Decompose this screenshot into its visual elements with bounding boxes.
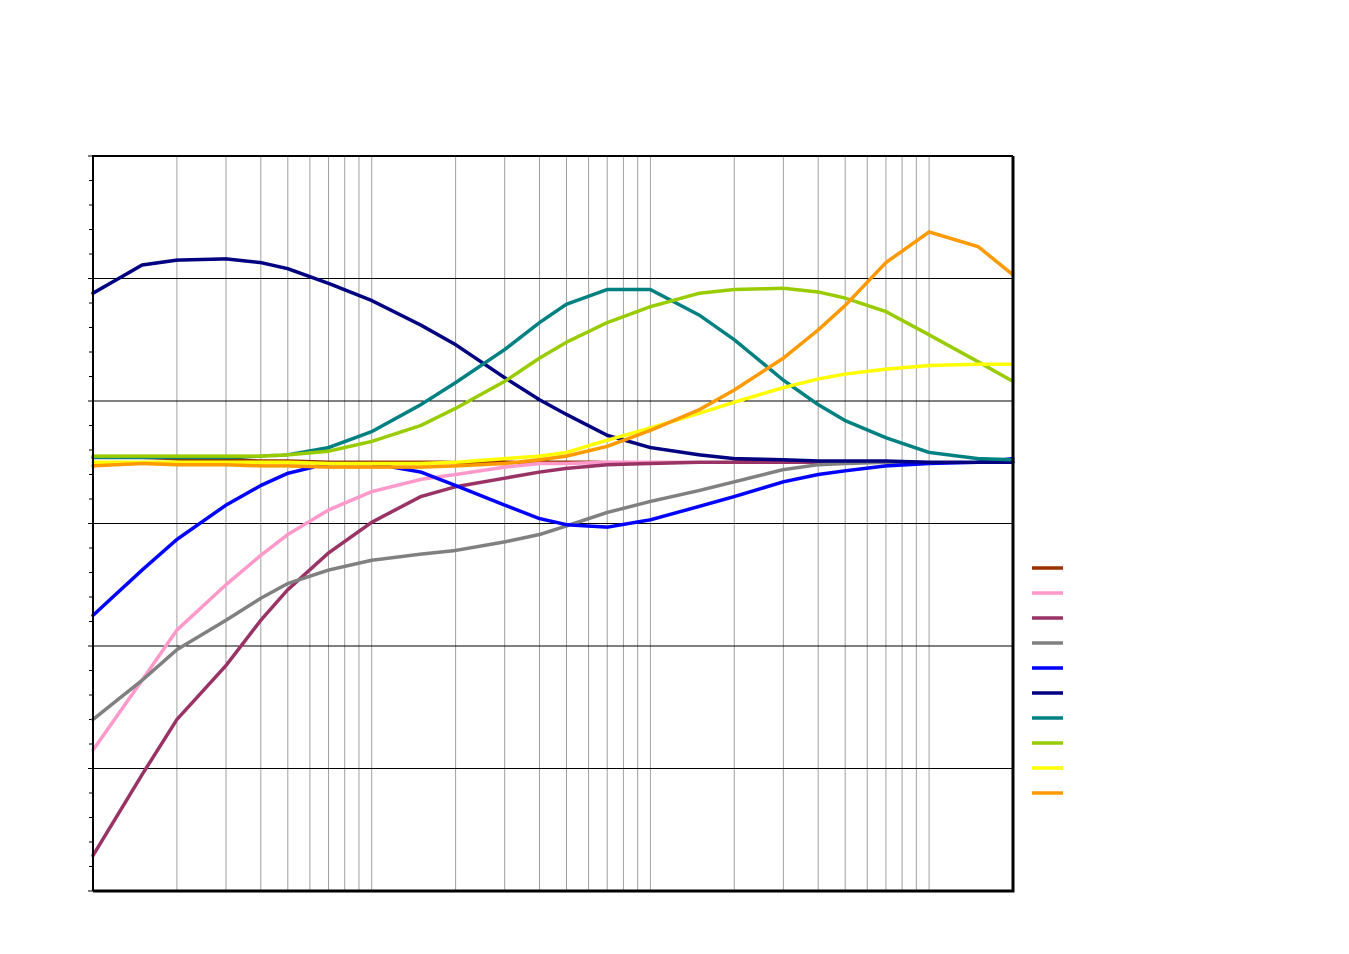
series-line [91, 362, 1015, 466]
series-line [91, 460, 1015, 722]
series-line [91, 257, 1015, 464]
series-line [91, 456, 1015, 618]
plot-frame-bottom-right [93, 156, 1015, 893]
series-line [91, 460, 1015, 752]
series-line [91, 230, 1015, 469]
series-line [91, 287, 1015, 462]
plot-frame-top-left [92, 155, 1013, 891]
